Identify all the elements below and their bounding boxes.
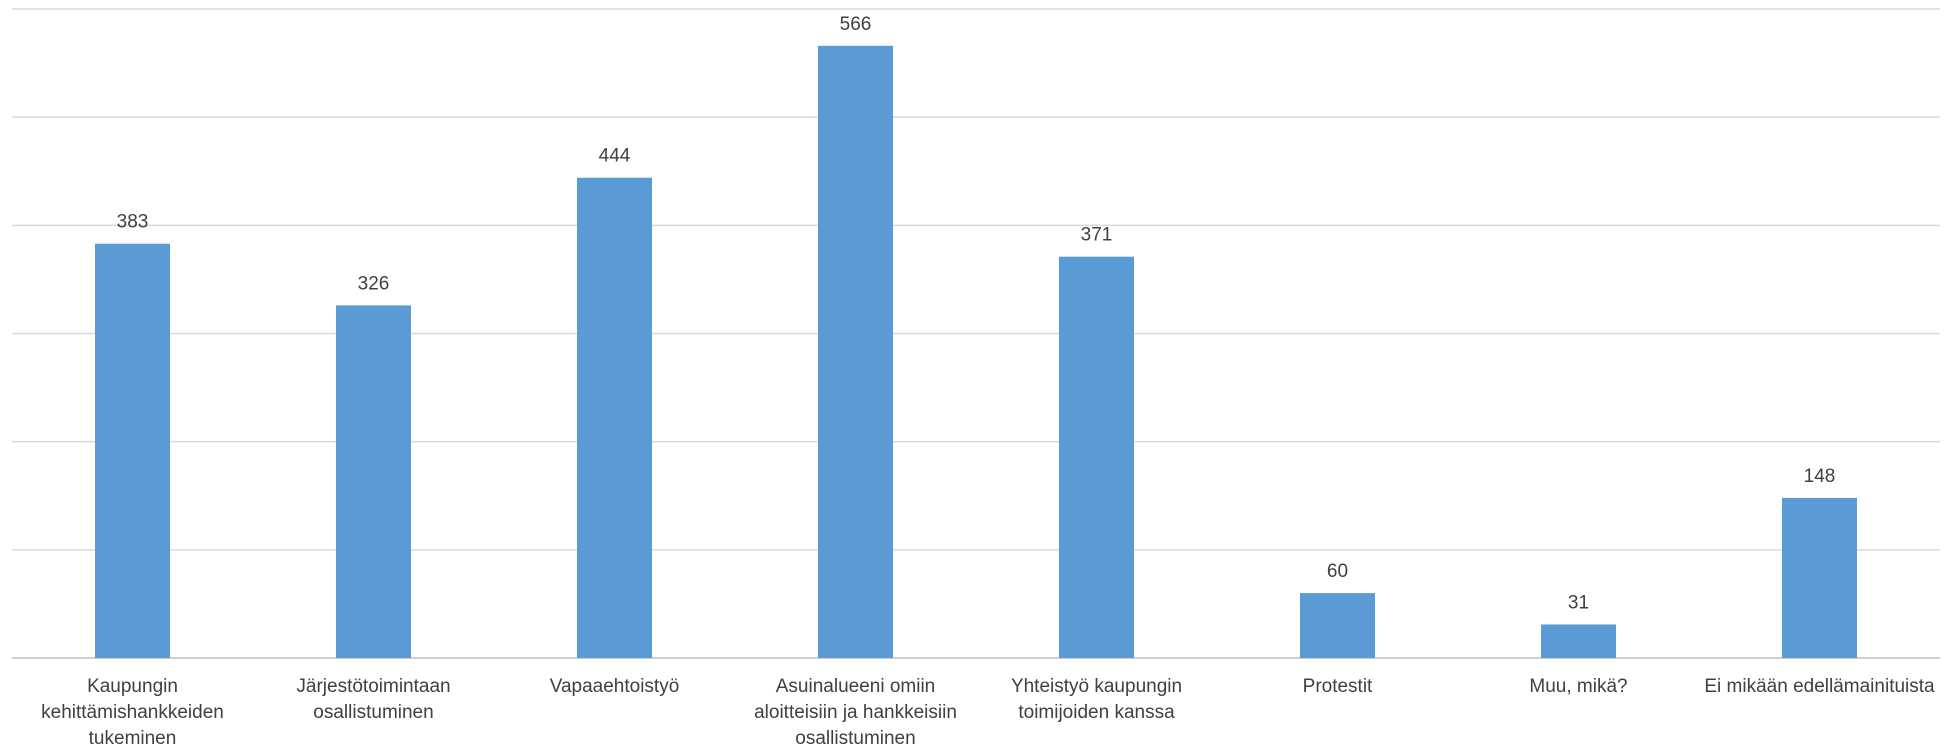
- category-label: Kaupungin kehittämishankkeiden tukeminen: [41, 676, 224, 744]
- category-label-line: Yhteistyö kaupungin: [1011, 676, 1182, 697]
- category-label-line: Muu, mikä?: [1529, 676, 1627, 697]
- category-label-line: osallistuminen: [795, 728, 915, 744]
- data-label: 566: [840, 14, 872, 35]
- category-label-line: Järjestötoimintaan: [296, 676, 450, 697]
- category-label: Vapaaehtoistyö: [550, 676, 680, 697]
- category-label-line: Vapaaehtoistyö: [550, 676, 680, 697]
- bar: [818, 45, 893, 658]
- category-label-line: Protestit: [1303, 676, 1373, 697]
- data-label: 444: [599, 146, 631, 167]
- bar: [1059, 256, 1134, 658]
- category-label-line: tukeminen: [89, 728, 177, 744]
- category-label-line: Kaupungin: [87, 676, 178, 697]
- bar: [577, 177, 652, 659]
- gridlines: [12, 8, 1940, 659]
- category-label-line: aloitteisiin ja hankkeisiin: [754, 702, 957, 723]
- data-label: 148: [1804, 466, 1836, 487]
- category-label-line: kehittämishankkeiden: [41, 702, 224, 723]
- category-labels: Kaupungin kehittämishankkeiden tukeminen Jä…: [41, 676, 1935, 744]
- category-label: Yhteistyö kaupungin toimijoiden kanssa: [1011, 676, 1182, 723]
- bar: [1782, 497, 1857, 658]
- category-label-line: toimijoiden kanssa: [1018, 702, 1175, 723]
- category-label: Muu, mikä?: [1529, 676, 1627, 697]
- data-label: 60: [1327, 561, 1348, 582]
- category-label: Asuinalueeni omiin aloitteisiin ja hankke…: [754, 676, 957, 744]
- data-label: 383: [117, 212, 149, 233]
- bars: [95, 45, 1857, 659]
- data-label: 371: [1081, 225, 1113, 246]
- category-label-line: Ei mikään edellämainituista: [1704, 676, 1935, 697]
- data-labels: 383 326 444 566 371 60 31 148: [117, 14, 1836, 614]
- category-label: Ei mikään edellämainituista: [1704, 676, 1935, 697]
- category-label-line: Asuinalueeni omiin: [776, 676, 936, 697]
- bar: [95, 243, 170, 658]
- category-label: Protestit: [1303, 676, 1373, 697]
- data-label: 31: [1568, 592, 1589, 613]
- bar: [1541, 624, 1616, 658]
- data-label: 326: [358, 273, 390, 294]
- bar: [336, 305, 411, 658]
- bar: [1300, 593, 1375, 658]
- category-label: Järjestötoimintaan osallistuminen: [296, 676, 450, 723]
- category-label-line: osallistuminen: [313, 702, 433, 723]
